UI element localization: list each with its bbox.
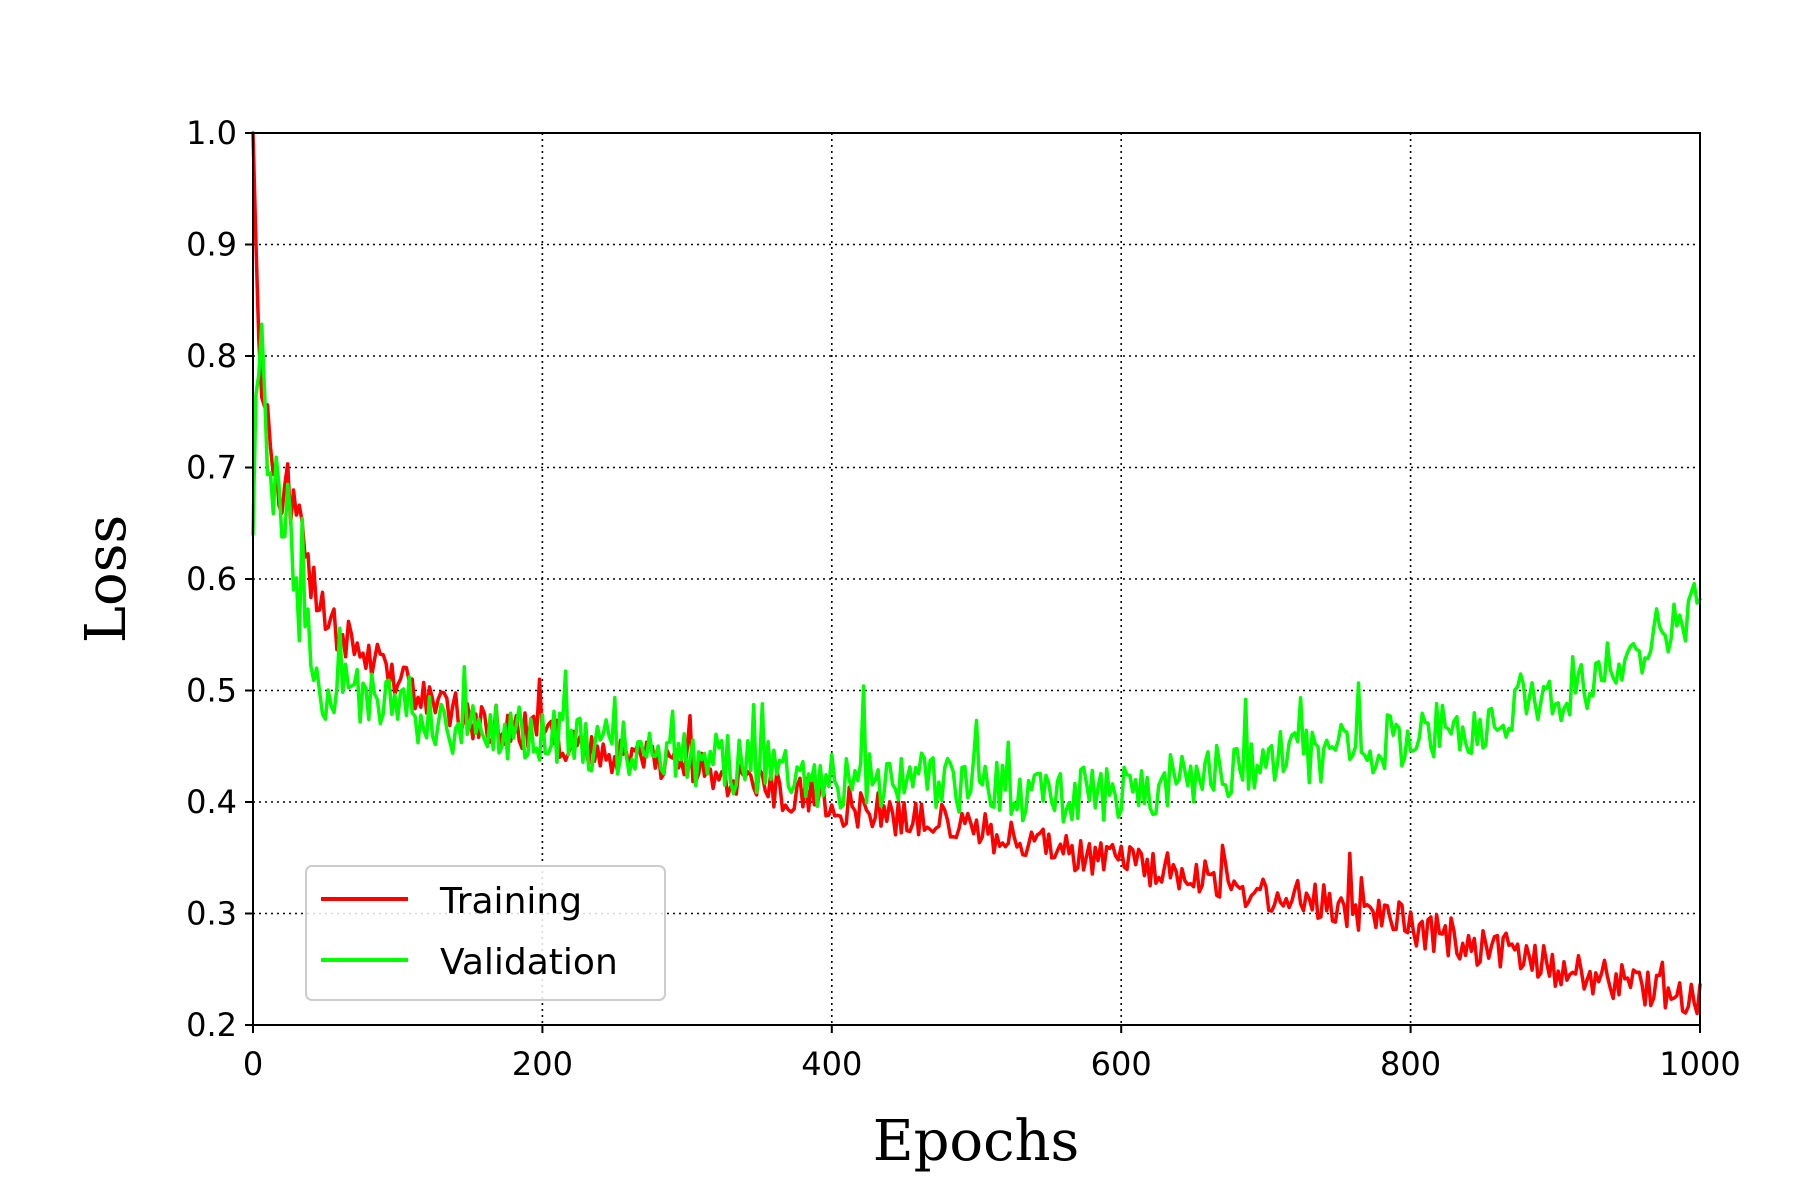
y-tick-label-0.5: 0.5 (186, 672, 237, 710)
grid (253, 133, 1700, 1025)
x-tick-label-0: 0 (243, 1045, 263, 1083)
x-axis-ticks: 0 200 400 600 800 1000 (243, 1025, 1741, 1083)
y-tick-label-0.4: 0.4 (186, 783, 237, 821)
series-line-validation (251, 322, 1702, 824)
legend-label-validation: Validation (440, 942, 618, 983)
x-axis-title: Epochs (873, 1109, 1080, 1174)
x-tick-label-400: 400 (801, 1045, 862, 1083)
y-tick-label-0.9: 0.9 (186, 226, 237, 264)
y-tick-label-0.8: 0.8 (186, 337, 237, 375)
y-axis-ticks: 0.2 0.3 0.4 0.5 0.6 0.7 0.8 0.9 1.0 (186, 114, 253, 1044)
x-tick-label-1000: 1000 (1659, 1045, 1740, 1083)
legend-label-training: Training (439, 881, 582, 922)
series-lines (251, 131, 1702, 1016)
y-tick-label-0.6: 0.6 (186, 560, 237, 598)
y-tick-label-0.3: 0.3 (186, 895, 237, 933)
x-tick-label-600: 600 (1091, 1045, 1152, 1083)
y-tick-label-0.7: 0.7 (186, 449, 237, 487)
y-tick-label-1: 1.0 (186, 114, 237, 152)
x-tick-label-800: 800 (1380, 1045, 1441, 1083)
x-tick-label-200: 200 (512, 1045, 573, 1083)
y-tick-label-0.2: 0.2 (186, 1006, 237, 1044)
y-axis-title: Loss (74, 515, 139, 643)
legend: Training Validation (305, 865, 666, 1001)
